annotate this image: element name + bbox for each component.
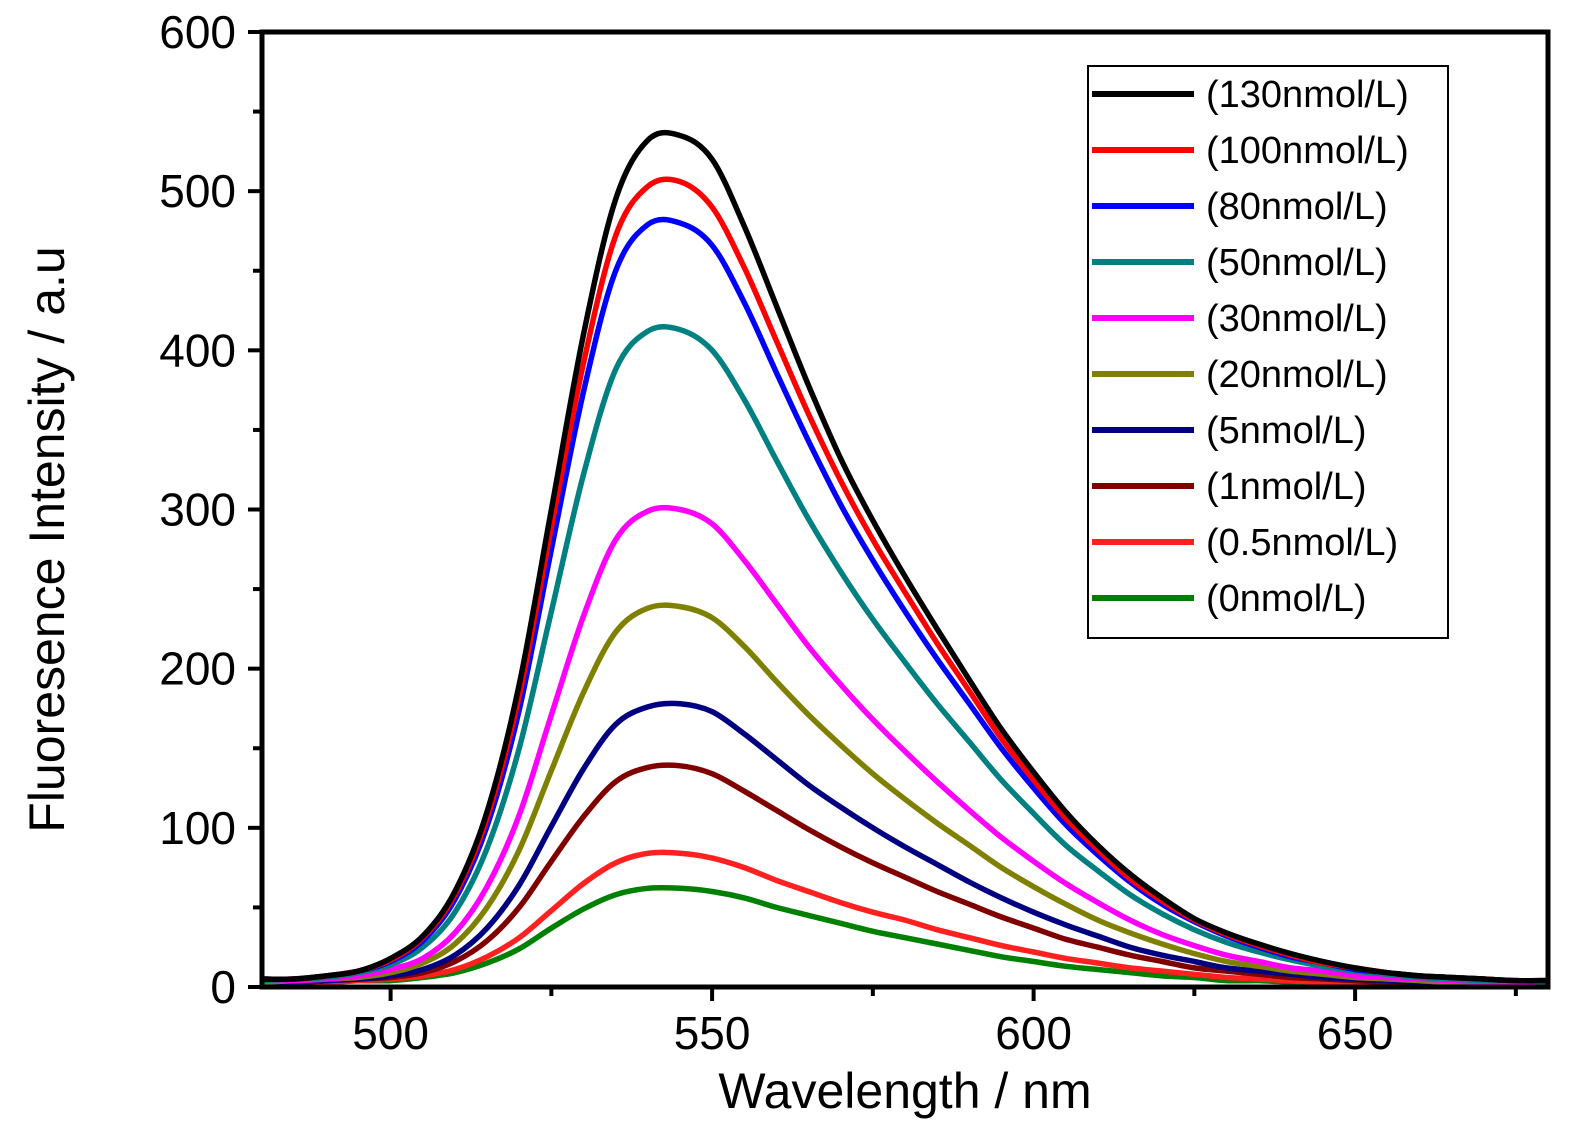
series-line-6 [262, 700, 1548, 987]
y-axis-title: Fluoresence Intensity / a.u [19, 246, 75, 832]
y-tick-label: 0 [210, 961, 236, 1013]
y-tick-label: 200 [159, 643, 236, 695]
legend-label-1: (100nmol/L) [1206, 130, 1409, 172]
legend: (130nmol/L) (100nmol/L) (80nmol/L) (50nmol/… [1087, 65, 1449, 639]
x-tick-label: 500 [352, 1007, 429, 1059]
legend-label-2: (80nmol/L) [1206, 186, 1388, 228]
legend-label-8: (0.5nmol/L) [1206, 522, 1398, 564]
y-tick-label: 400 [159, 324, 236, 376]
x-tick-label: 650 [1317, 1007, 1394, 1059]
series-line-3 [262, 324, 1548, 985]
y-tick-label: 100 [159, 802, 236, 854]
axis-ticks: 500 550 600 650 0 100 200 300 400 500 600 [159, 6, 1518, 1059]
series-line-8 [262, 849, 1548, 987]
legend-label-4: (30nmol/L) [1206, 298, 1388, 340]
legend-label-5: (20nmol/L) [1206, 354, 1388, 396]
legend-label-3: (50nmol/L) [1206, 242, 1388, 284]
legend-label-7: (1nmol/L) [1206, 466, 1367, 508]
series-layer [262, 129, 1548, 987]
legend-label-9: (0nmol/L) [1206, 578, 1367, 620]
series-line-5 [262, 602, 1548, 987]
x-axis-title: Wavelength / nm [718, 1063, 1091, 1119]
legend-label-6: (5nmol/L) [1206, 410, 1367, 452]
series-line-4 [262, 504, 1548, 986]
x-tick-label: 550 [674, 1007, 751, 1059]
y-tick-label: 600 [159, 6, 236, 58]
legend-label-0: (130nmol/L) [1206, 74, 1409, 116]
x-tick-label: 600 [995, 1007, 1072, 1059]
y-tick-label: 300 [159, 484, 236, 536]
y-tick-label: 500 [159, 165, 236, 217]
series-line-0 [262, 129, 1548, 984]
